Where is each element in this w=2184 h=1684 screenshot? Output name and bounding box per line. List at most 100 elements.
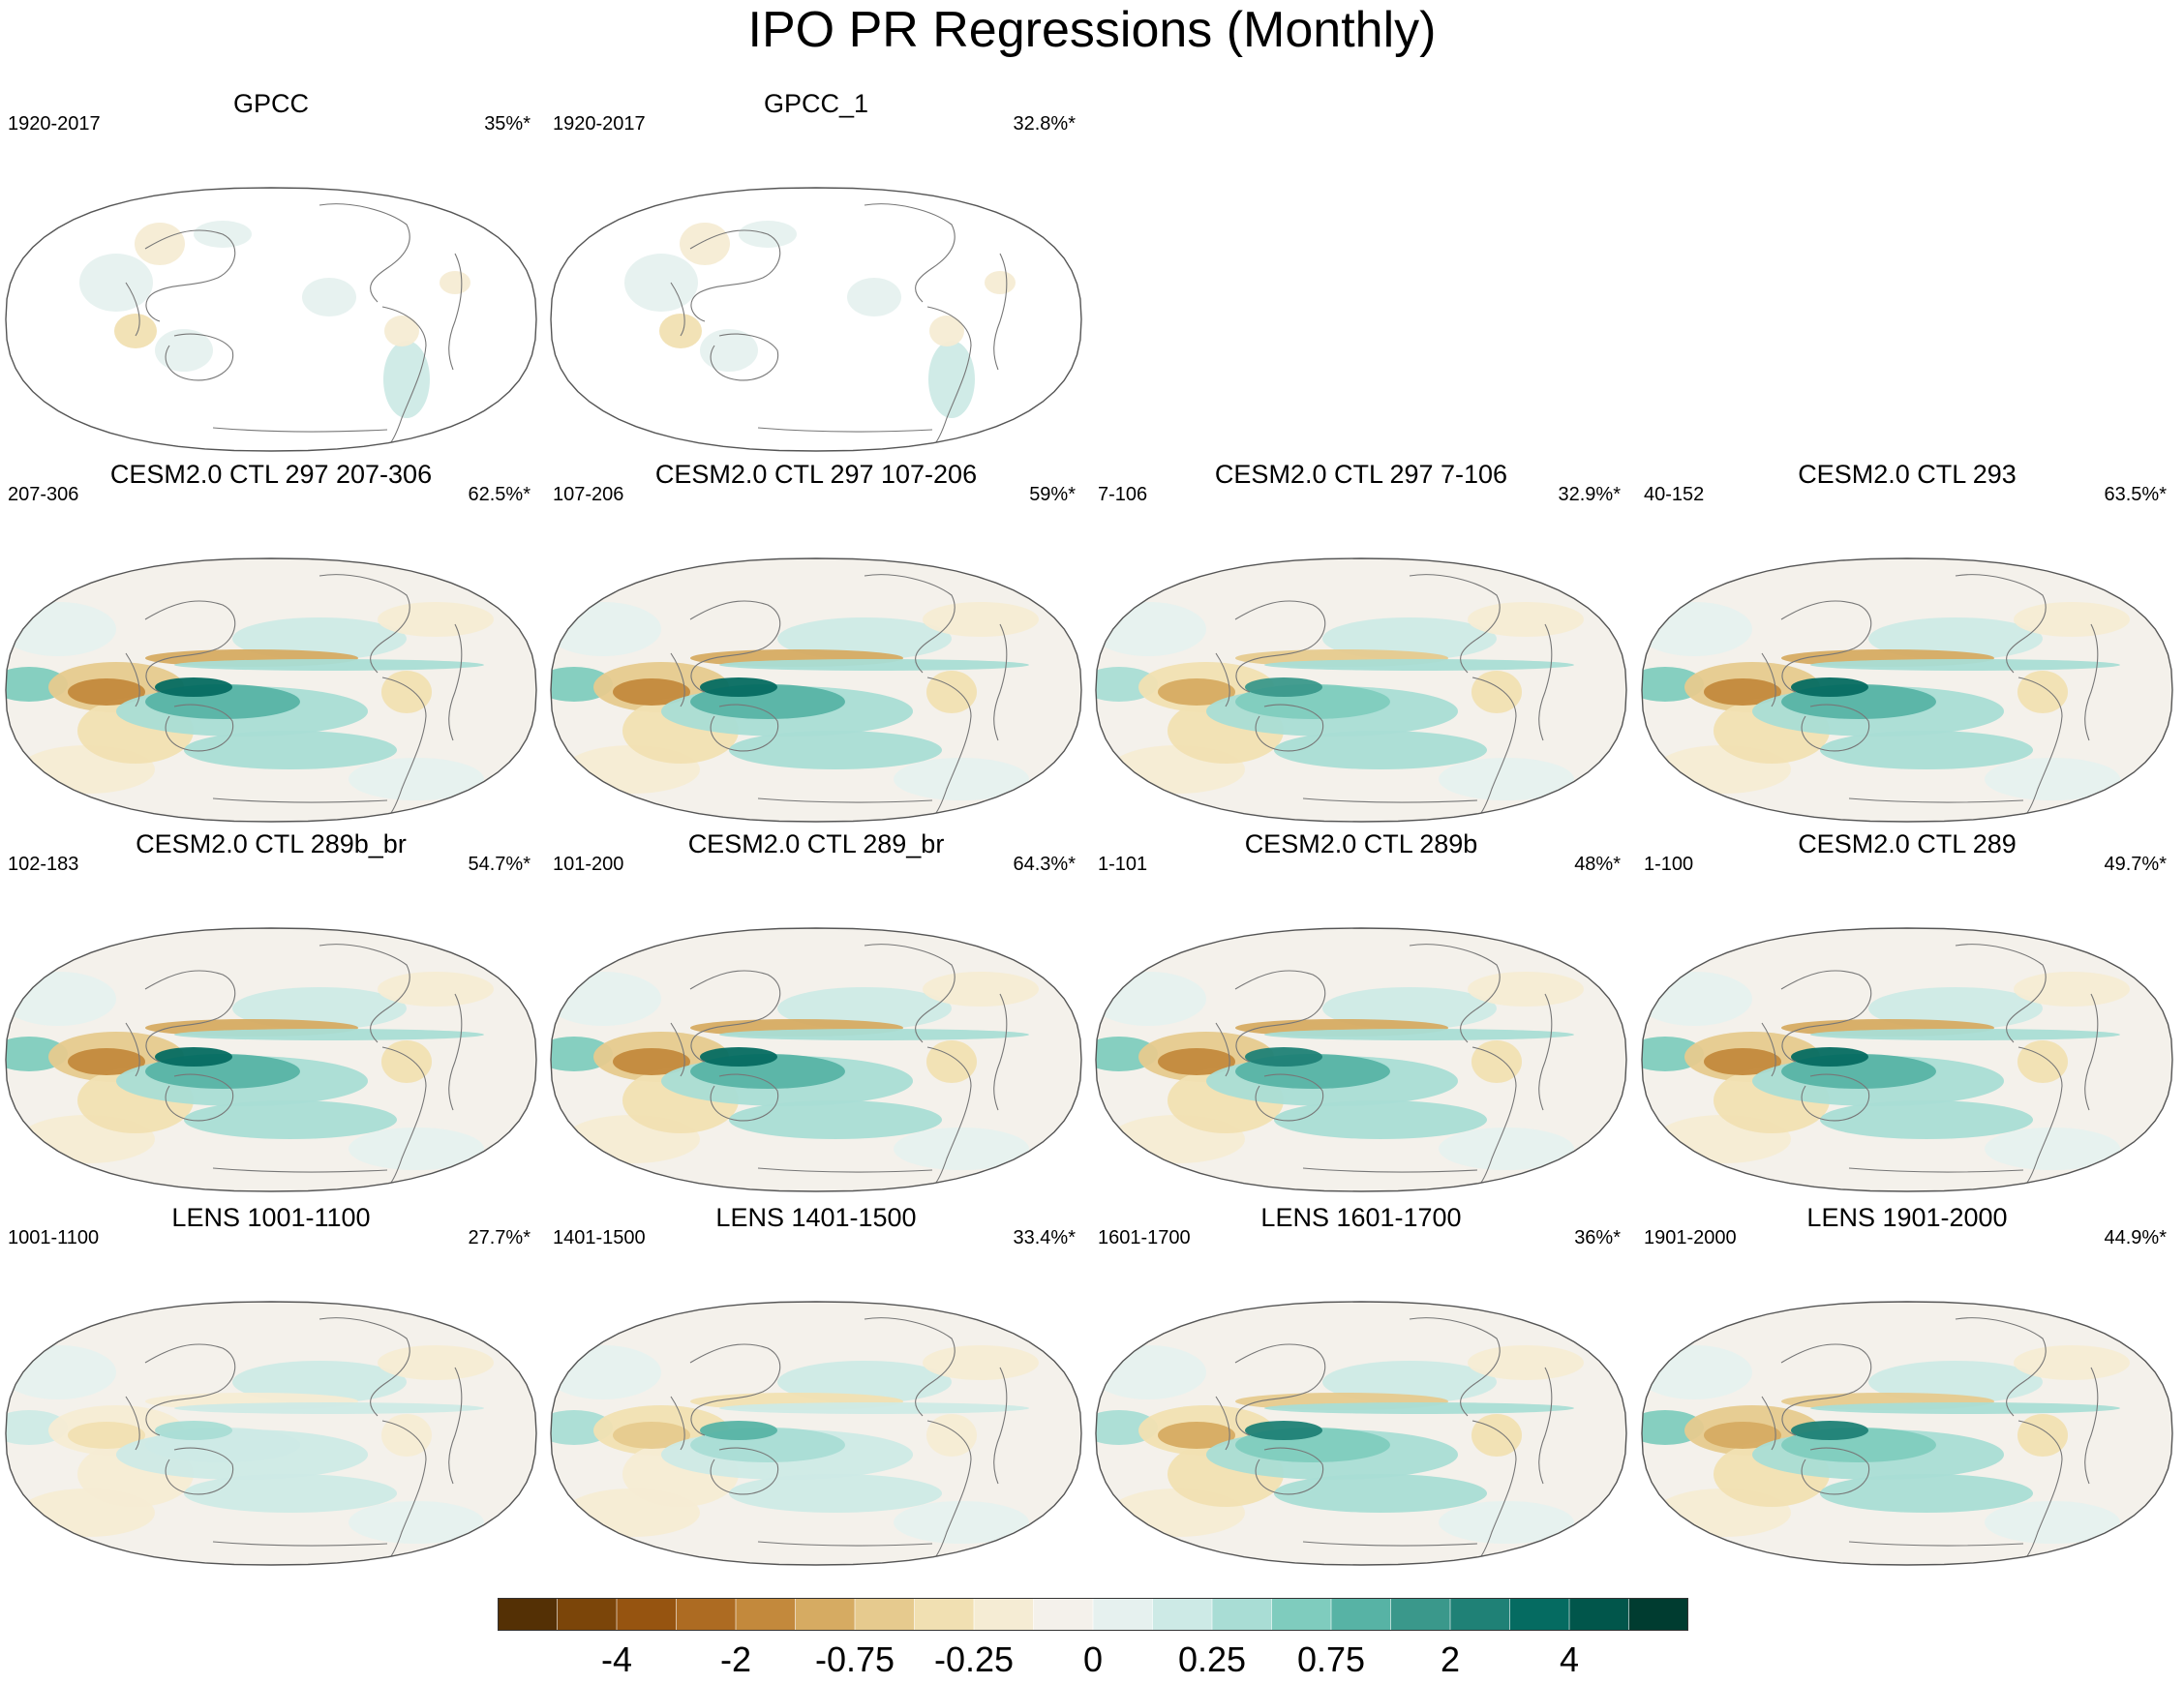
anomaly-contour [729,731,942,769]
map-field [551,1302,1081,1565]
panel-title: GPCC [232,89,309,118]
colorbar-swatch [973,1598,1035,1631]
map-plot [5,927,537,1192]
anomaly-contour [114,314,157,348]
coastline [448,623,463,741]
panel-period-label: 207-306 [8,484,79,505]
map-field [1642,558,2172,822]
anomaly-contour [378,972,494,1007]
coastline [1955,944,2047,1043]
coastline [1409,1317,1501,1417]
anomaly-contour [894,758,1029,800]
anomaly-contour [381,671,432,713]
panel-title: LENS 1901-2000 [1806,1203,2008,1232]
colorbar-tick-label: 2 [1440,1639,1461,1679]
anomaly-contour [6,1345,116,1399]
colorbar-tick-labels: -4 -2 -0.75 -0.25 0 0.25 0.75 2 4 [0,1640,2184,1684]
map-plot [5,187,537,452]
map-outline [1641,1301,2173,1566]
panel-variance-label: 63.5%* [2104,484,2168,505]
coastline [864,944,956,1043]
coastline [318,574,410,674]
map-outline [1095,927,1627,1192]
anomaly-contour [1439,1501,1574,1544]
anomaly-contour [719,1402,1029,1414]
anomaly-contour [381,1414,432,1457]
coastline [2084,1367,2099,1485]
coastline [1801,1447,1870,1495]
coastline [710,1073,779,1122]
map-outline [5,1301,537,1566]
anomaly-contour [729,1100,942,1139]
panel-title: LENS 1601-1700 [1260,1203,1462,1232]
panel-variance-label: 59%* [1029,484,1076,505]
anomaly-contour [1439,1128,1574,1170]
anomaly-contour [1274,731,1487,769]
coastline [993,253,1008,371]
panel-variance-label: 32.8%* [1013,113,1077,135]
colorbar-swatch [1509,1598,1570,1631]
anomaly-contour [1642,667,1704,702]
coastline [448,1367,463,1485]
anomaly-contour [6,1410,68,1445]
anomaly-contour [174,659,484,671]
coastline [1801,1073,1870,1122]
anomaly-contour [923,972,1039,1007]
anomaly-contour [1468,972,1584,1007]
anomaly-contour [155,677,232,697]
anomaly-contour [349,1128,484,1170]
coastline [926,1046,972,1188]
map-field [1642,928,2172,1191]
panel-title: CESM2.0 CTL 289b_br [136,829,407,858]
anomaly-contour [1264,659,1574,671]
panel-title: CESM2.0 CTL 297 207-306 [109,460,433,489]
anomaly-contour [926,671,977,713]
colorbar-swatch [1092,1598,1154,1631]
anomaly-contour [68,678,145,706]
anomaly-contour [1158,1048,1235,1075]
map-plot [1095,557,1627,823]
coastline [212,1167,388,1173]
anomaly-contour [700,1047,777,1067]
anomaly-contour [1096,1037,1158,1071]
anomaly-contour [1439,758,1574,800]
coastline [757,1167,933,1173]
anomaly-contour [1704,1422,1781,1449]
colorbar-swatch [1330,1598,1392,1631]
anomaly-contour [1468,1345,1584,1380]
panel-period-label: 101-200 [553,854,624,875]
anomaly-contour [777,987,952,1030]
colorbar-swatch [1628,1598,1688,1631]
coastline [448,253,463,371]
colorbar-swatch [1390,1598,1451,1631]
anomaly-contour [1245,677,1322,697]
map-background [6,188,536,451]
chart-title: IPO PR Regressions (Monthly) [747,2,1437,58]
anomaly-contour [2014,602,2130,637]
anomaly-contour [383,341,430,418]
map-plot [550,557,1082,823]
anomaly-contour [232,617,407,660]
anomaly-contour [1791,1421,1868,1440]
map-field [6,928,536,1191]
anomaly-contour [1096,667,1158,702]
map-panel: CESM2.0 CTL 289 1-100 49.7%* [1636,829,2178,1197]
anomaly-contour [68,1048,145,1075]
anomaly-contour [923,602,1039,637]
anomaly-contour [1820,1100,2033,1139]
coastline [144,970,236,1063]
colorbar-tick-label: 0.25 [1177,1639,1247,1679]
anomaly-contour [6,972,116,1026]
map-plot [1641,927,2173,1192]
coastline [864,1317,956,1417]
coastline [2084,993,2099,1111]
panel-variance-label: 48%* [1574,854,1621,875]
anomaly-contour [184,1474,397,1513]
anomaly-contour [1642,1410,1704,1445]
coastline [710,1447,779,1495]
map-plot [1641,557,2173,823]
coastline [125,1022,140,1077]
map-field [1642,1302,2172,1565]
colorbar-swatch [1033,1598,1094,1631]
anomaly-contour [1985,1128,2120,1170]
